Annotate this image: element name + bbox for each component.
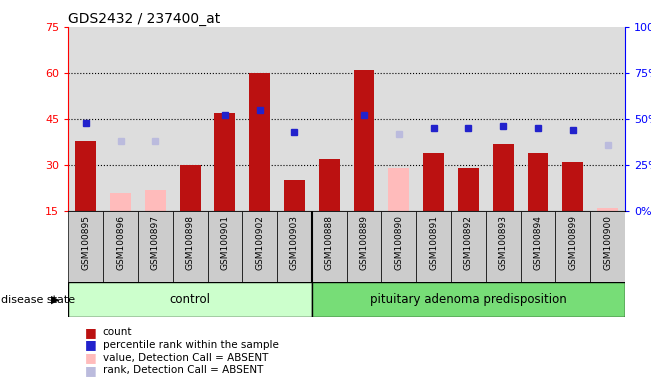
Bar (597, 208, 618, 211)
Text: GDS2432 / 237400_at: GDS2432 / 237400_at (68, 12, 221, 26)
Bar (249, 73, 270, 211)
Bar (312, 211, 346, 282)
Text: GSM100892: GSM100892 (464, 215, 473, 270)
Text: value, Detection Call = ABSENT: value, Detection Call = ABSENT (103, 353, 268, 362)
Text: GSM100896: GSM100896 (116, 215, 125, 270)
Text: GSM100898: GSM100898 (186, 215, 195, 270)
Bar (493, 144, 514, 211)
Text: GSM100902: GSM100902 (255, 215, 264, 270)
Text: ■: ■ (85, 364, 96, 377)
Bar (590, 211, 625, 282)
Bar (562, 162, 583, 211)
Bar (68, 282, 312, 317)
Bar (346, 211, 381, 282)
Text: ■: ■ (85, 351, 96, 364)
Bar (555, 211, 590, 282)
Text: GSM100897: GSM100897 (151, 215, 160, 270)
Text: disease state: disease state (1, 295, 75, 305)
Bar (138, 211, 173, 282)
Text: GSM100894: GSM100894 (533, 215, 542, 270)
Text: control: control (170, 293, 211, 306)
Bar (423, 153, 444, 211)
Text: GSM100888: GSM100888 (325, 215, 334, 270)
Text: GSM100900: GSM100900 (603, 215, 612, 270)
Bar (68, 211, 103, 282)
Bar (110, 193, 131, 211)
Bar (284, 180, 305, 211)
Bar (242, 211, 277, 282)
Bar (103, 211, 138, 282)
Text: GSM100893: GSM100893 (499, 215, 508, 270)
Text: rank, Detection Call = ABSENT: rank, Detection Call = ABSENT (103, 365, 263, 375)
Text: ▶: ▶ (51, 295, 60, 305)
Bar (76, 141, 96, 211)
Text: GSM100889: GSM100889 (359, 215, 368, 270)
Bar (145, 190, 166, 211)
Bar (319, 159, 340, 211)
Text: GSM100895: GSM100895 (81, 215, 90, 270)
Bar (521, 211, 555, 282)
Text: ■: ■ (85, 326, 96, 339)
Text: GSM100891: GSM100891 (429, 215, 438, 270)
Bar (312, 282, 625, 317)
Bar (214, 113, 235, 211)
Text: pituitary adenoma predisposition: pituitary adenoma predisposition (370, 293, 567, 306)
Text: ■: ■ (85, 338, 96, 351)
Bar (416, 211, 451, 282)
Bar (173, 211, 208, 282)
Text: count: count (103, 327, 132, 337)
Text: GSM100903: GSM100903 (290, 215, 299, 270)
Bar (389, 168, 409, 211)
Bar (381, 211, 416, 282)
Bar (277, 211, 312, 282)
Bar (458, 168, 479, 211)
Text: GSM100899: GSM100899 (568, 215, 577, 270)
Text: percentile rank within the sample: percentile rank within the sample (103, 340, 279, 350)
Bar (180, 165, 201, 211)
Bar (527, 153, 548, 211)
Bar (451, 211, 486, 282)
Text: GSM100901: GSM100901 (221, 215, 229, 270)
Text: GSM100890: GSM100890 (395, 215, 404, 270)
Bar (486, 211, 521, 282)
Bar (208, 211, 242, 282)
Bar (353, 70, 374, 211)
